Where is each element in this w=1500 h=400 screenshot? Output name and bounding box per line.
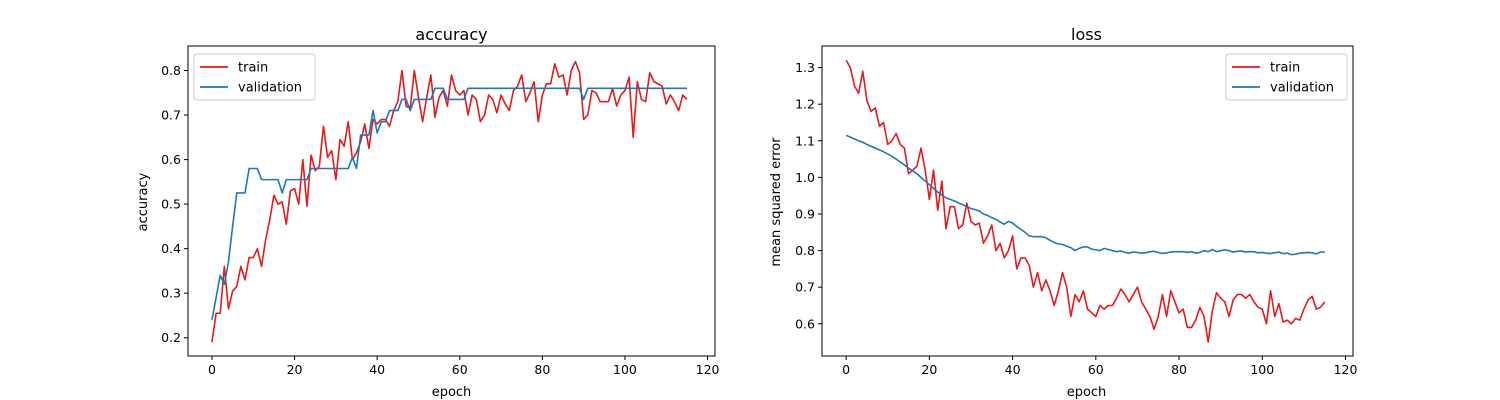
accuracy-ytick-label: 0.5	[161, 197, 181, 212]
accuracy-legend: train validation	[193, 53, 316, 101]
accuracy-ytick-label: 0.6	[161, 152, 181, 167]
accuracy-xtick-label: 100	[613, 362, 637, 377]
loss-chart: loss epoch mean squared error 0 20 40 60 80 1…	[769, 25, 1357, 400]
accuracy-legend-label-train: train	[238, 61, 268, 76]
loss-legend-box	[1225, 53, 1348, 101]
accuracy-xtick-label: 60	[452, 362, 468, 377]
loss-legend: train validation	[1225, 53, 1348, 101]
loss-ytick-label: 0.6	[795, 316, 815, 331]
accuracy-xtick-label: 40	[369, 362, 385, 377]
loss-ytick-label: 1.2	[795, 97, 815, 112]
loss-ytick-label: 0.7	[795, 280, 815, 295]
accuracy-chart-title: accuracy	[415, 25, 487, 44]
accuracy-train-line	[211, 60, 688, 343]
accuracy-legend-box	[193, 53, 316, 101]
accuracy-validation-line	[211, 87, 687, 321]
loss-xtick-label: 60	[1088, 362, 1104, 377]
loss-xtick-label: 100	[1250, 362, 1274, 377]
loss-ytick-label: 0.8	[795, 243, 815, 258]
loss-xtick-label: 0	[842, 362, 850, 377]
accuracy-xtick-label: 0	[208, 362, 216, 377]
loss-chart-xlabel: epoch	[1067, 385, 1107, 400]
loss-ytick-label: 0.9	[795, 206, 815, 221]
loss-ytick-label: 1.3	[795, 60, 815, 75]
loss-xtick-label: 40	[1005, 362, 1021, 377]
accuracy-ytick-label: 0.3	[161, 286, 181, 301]
loss-xtick-label: 80	[1171, 362, 1187, 377]
loss-axes-frame	[821, 45, 1354, 357]
loss-chart-title: loss	[1071, 25, 1102, 44]
accuracy-xtick-label: 120	[696, 362, 720, 377]
loss-train-line	[845, 59, 1326, 343]
accuracy-xtick-label: 20	[287, 362, 303, 377]
accuracy-ytick-label: 0.8	[161, 63, 181, 78]
accuracy-legend-label-validation: validation	[238, 81, 302, 96]
loss-xtick-label: 120	[1334, 362, 1358, 377]
accuracy-axes-frame	[187, 45, 716, 357]
accuracy-chart-ylabel: accuracy	[136, 172, 151, 231]
loss-legend-label-train: train	[1270, 61, 1300, 76]
loss-ytick-label: 1.0	[795, 170, 815, 185]
loss-xtick-label: 20	[921, 362, 937, 377]
accuracy-chart-xlabel: epoch	[432, 385, 472, 400]
accuracy-ytick-label: 0.4	[161, 241, 181, 256]
accuracy-chart: accuracy epoch accuracy 0 20 40 60 80 100 120 0…	[136, 25, 720, 400]
loss-ytick-label: 1.1	[795, 133, 815, 148]
loss-validation-line	[845, 134, 1325, 256]
loss-legend-label-validation: validation	[1270, 81, 1334, 96]
loss-chart-ylabel: mean squared error	[769, 137, 784, 267]
accuracy-ytick-label: 0.7	[161, 108, 181, 123]
accuracy-xtick-label: 80	[534, 362, 550, 377]
accuracy-ytick-label: 0.2	[161, 330, 181, 345]
